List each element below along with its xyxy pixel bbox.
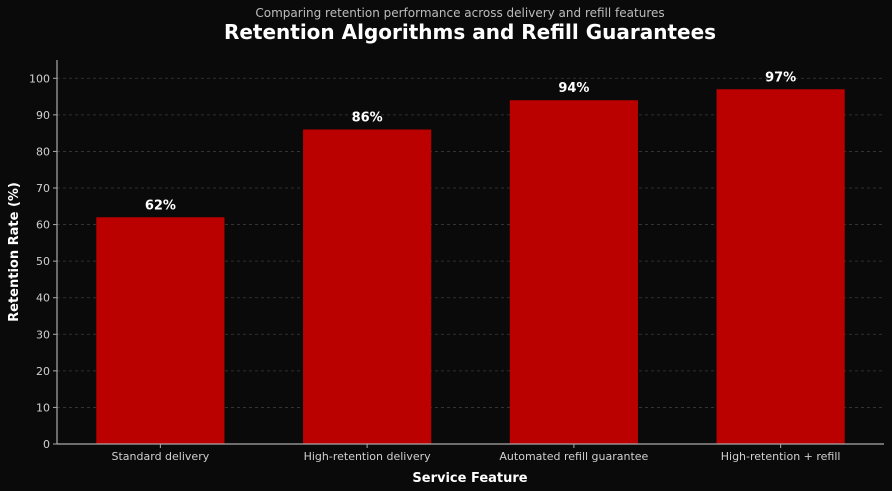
y-tick-label: 70 — [36, 182, 50, 195]
chart-subtitle: Comparing retention performance across d… — [255, 6, 664, 20]
bar — [716, 89, 845, 444]
data-label: 86% — [352, 110, 383, 125]
bars — [96, 89, 845, 444]
y-tick-label: 30 — [36, 328, 50, 341]
data-label: 97% — [765, 70, 796, 85]
y-axis-label: Retention Rate (%) — [7, 182, 22, 322]
x-tick-label: High-retention + refill — [721, 450, 841, 463]
y-tick-label: 50 — [36, 255, 50, 268]
bar — [96, 217, 225, 444]
x-tick-label: High-retention delivery — [304, 450, 432, 463]
x-tick-label: Automated refill guarantee — [499, 450, 648, 463]
y-tick-label: 80 — [36, 145, 50, 158]
y-tick-label: 10 — [36, 401, 50, 414]
y-tick-label: 0 — [43, 438, 50, 451]
x-tick-label: Standard delivery — [112, 450, 210, 463]
chart-title: Retention Algorithms and Refill Guarante… — [224, 20, 716, 44]
y-tick-label: 100 — [29, 72, 50, 85]
y-tick-label: 20 — [36, 365, 50, 378]
data-label: 94% — [558, 81, 589, 96]
data-label: 62% — [145, 198, 176, 213]
y-tick-labels: 0 10 20 30 40 50 60 70 80 90 100 — [29, 72, 50, 451]
x-axis-label: Service Feature — [412, 471, 527, 486]
y-tick-label: 90 — [36, 109, 50, 122]
bar — [509, 100, 638, 444]
data-labels: 62% 86% 94% 97% — [145, 70, 796, 213]
y-tick-label: 60 — [36, 219, 50, 232]
y-tick-label: 40 — [36, 292, 50, 305]
axes — [53, 60, 884, 448]
x-tick-labels: Standard delivery High-retention delivery… — [112, 450, 841, 463]
bar — [303, 129, 432, 444]
